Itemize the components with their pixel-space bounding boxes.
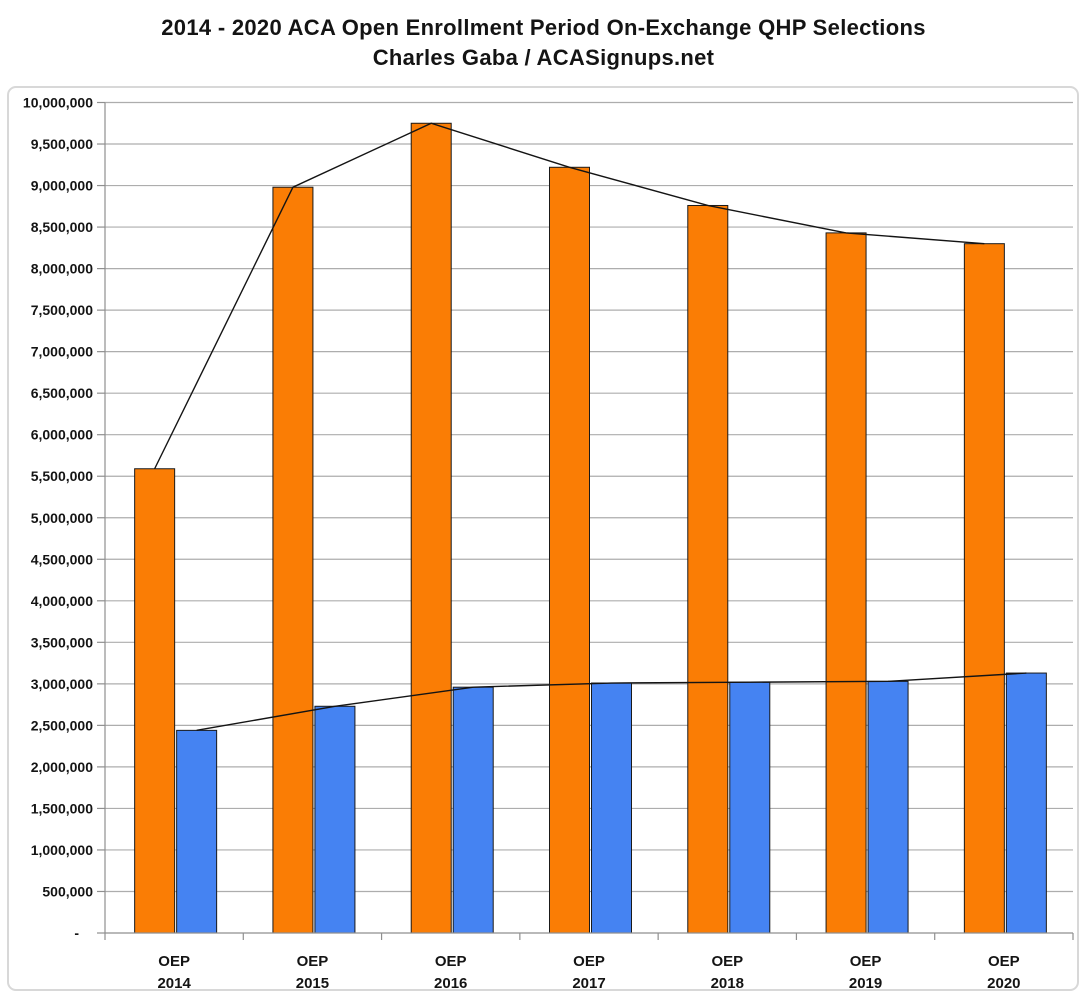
y-tick-label: 3,500,000 — [31, 634, 93, 650]
chart-header: 2014 - 2020 ACA Open Enrollment Period O… — [0, 13, 1087, 73]
y-tick-label: 10,000,000 — [23, 95, 93, 111]
bar-blue-2017 — [591, 682, 632, 934]
bar-orange-2015 — [272, 186, 314, 934]
y-tick-label: 3,000,000 — [31, 676, 93, 692]
bar-orange-2014 — [134, 468, 176, 934]
y-tick-label: 500,000 — [42, 883, 93, 899]
chart-subtitle: Charles Gaba / ACASignups.net — [372, 45, 715, 70]
x-category-label-year: 2014 — [157, 975, 191, 992]
bar-blue-2016 — [452, 686, 494, 934]
y-tick-label: 5,500,000 — [31, 468, 93, 484]
x-category-label-year: 2018 — [711, 975, 744, 992]
bar-orange-2017 — [549, 166, 590, 934]
y-tick-label: 5,000,000 — [31, 510, 93, 526]
bar-orange-2016 — [410, 122, 452, 934]
blue-trend-line — [196, 672, 1027, 732]
y-tick-label: 8,000,000 — [31, 261, 93, 277]
x-category-label-top: OEP — [297, 953, 329, 970]
bar-orange-2019 — [825, 232, 867, 934]
y-tick-label: 7,500,000 — [31, 302, 93, 318]
bar-blue-2015 — [314, 705, 356, 934]
orange-trend-line — [154, 122, 985, 470]
y-tick-label: 4,000,000 — [31, 593, 93, 609]
bar-orange-2018 — [687, 204, 729, 934]
y-tick-label: - — [74, 925, 79, 941]
x-category-label-year: 2017 — [572, 975, 605, 992]
y-tick-label: 7,000,000 — [31, 344, 93, 360]
chart-title: 2014 - 2020 ACA Open Enrollment Period O… — [161, 15, 926, 40]
bar-blue-2020 — [1005, 672, 1047, 934]
y-tick-label: 9,000,000 — [31, 178, 93, 194]
x-category-label-top: OEP — [435, 953, 467, 970]
bar-blue-2019 — [867, 680, 909, 934]
y-tick-label: 4,500,000 — [31, 551, 93, 567]
y-tick-label: 6,000,000 — [31, 427, 93, 443]
x-category-label-top: OEP — [988, 953, 1020, 970]
x-category-label-year: 2019 — [849, 975, 882, 992]
bar-blue-2018 — [729, 681, 771, 934]
x-category-label-top: OEP — [158, 953, 190, 970]
x-category-label-year: 2015 — [296, 975, 329, 992]
x-category-label-top: OEP — [850, 953, 882, 970]
y-tick-label: 1,500,000 — [31, 800, 93, 816]
y-tick-label: 2,000,000 — [31, 759, 93, 775]
y-tick-label: 9,500,000 — [31, 136, 93, 152]
x-category-label-year: 2016 — [434, 975, 467, 992]
bar-blue-2014 — [176, 729, 218, 934]
x-category-label-year: 2020 — [987, 975, 1020, 992]
bar-orange-2020 — [963, 243, 1005, 934]
y-tick-label: 6,500,000 — [31, 385, 93, 401]
y-tick-label: 8,500,000 — [31, 219, 93, 235]
x-category-label-top: OEP — [573, 953, 605, 970]
y-tick-label: 1,000,000 — [31, 842, 93, 858]
y-tick-label: 2,500,000 — [31, 717, 93, 733]
x-category-label-top: OEP — [711, 953, 743, 970]
